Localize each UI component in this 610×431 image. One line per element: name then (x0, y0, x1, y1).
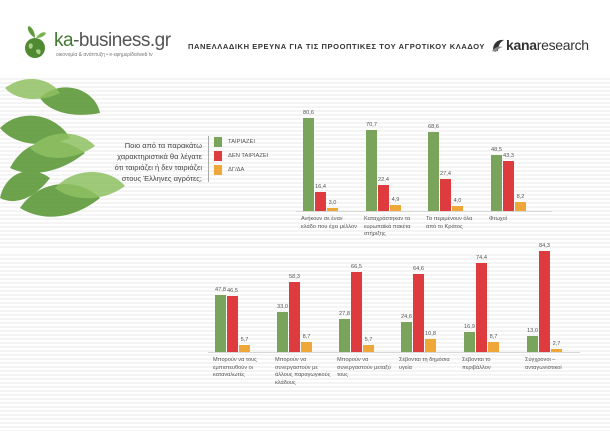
value-label-1-0: 70,7 (366, 121, 377, 128)
category-label-8: Σέβονται το περιβάλλον (462, 357, 491, 371)
header: ka-business.gr οικονομία & ανάπτυξη • e-… (0, 0, 610, 78)
value-label-9-1: 84,3 (539, 242, 550, 249)
question-text: Ποιο από τα παρακάτω χαρακτηριστικά θα λ… (114, 141, 202, 183)
value-label-3-2: 8,2 (516, 193, 525, 200)
value-label-8-0: 16,9 (464, 323, 475, 330)
value-label-6-0: 27,8 (339, 310, 350, 317)
value-label-4-2: 5,7 (240, 337, 249, 344)
legend-label-2: ΔΓ/ΔΑ (228, 167, 245, 173)
value-label-6-1: 66,5 (351, 264, 362, 271)
bar-7-1 (413, 274, 424, 352)
value-label-8-1: 74,4 (476, 254, 487, 261)
bar-0-0 (303, 118, 314, 211)
bar-3-2 (515, 201, 526, 211)
bar-9-0 (527, 336, 538, 352)
value-label-5-2: 8,7 (302, 333, 311, 340)
category-label-6: Μπορούν να συνεργαστούν μεταξύ τους (337, 357, 391, 378)
bar-2-2 (452, 206, 463, 211)
bar-6-0 (339, 318, 350, 352)
category-label-0: Ανήκουν σε έναν κλάδο που έχει μέλλον (301, 216, 357, 230)
value-label-9-2: 2,7 (552, 340, 561, 347)
category-label-7: Σέβονται τη δημόσια υγεία (399, 357, 450, 371)
value-label-3-0: 48,5 (491, 147, 502, 154)
value-label-8-2: 8,7 (489, 333, 498, 340)
bar-5-1 (289, 282, 300, 352)
bar-2-0 (428, 132, 439, 211)
value-label-1-1: 22,4 (378, 177, 389, 184)
legend-divider (208, 136, 209, 182)
brand-logo-text[interactable]: ka-business.gr (54, 30, 171, 52)
bar-3-0 (491, 155, 502, 211)
value-label-2-1: 27,4 (440, 171, 451, 178)
value-label-3-1: 43,3 (503, 153, 514, 160)
legend-swatch-0 (214, 137, 222, 147)
partner-bold: kana (506, 37, 537, 53)
value-label-7-1: 64,6 (413, 266, 424, 273)
bar-3-1 (503, 161, 514, 211)
bar-6-1 (351, 272, 362, 352)
value-label-0-2: 3,0 (328, 199, 337, 206)
category-label-1: Καταχράστηκαν τα ευρωπαϊκά πακέτα στήριξ… (364, 216, 411, 237)
category-label-4: Μπορούν να τους εμπιστευθούν οι καταναλω… (213, 357, 257, 378)
category-label-5: Μπορούν να συνεργαστούν με άλλους παραγω… (275, 357, 331, 386)
value-label-2-2: 4,0 (453, 198, 462, 205)
bar-6-2 (363, 345, 374, 352)
bar-9-2 (551, 348, 562, 352)
value-label-5-1: 58,3 (289, 274, 300, 281)
value-label-0-1: 16,4 (315, 184, 326, 191)
bar-9-1 (539, 250, 550, 352)
bar-0-1 (315, 192, 326, 211)
legend-swatch-2 (214, 165, 222, 175)
value-label-0-0: 80,6 (303, 110, 314, 117)
brand-suffix: -business.gr (73, 30, 171, 51)
value-label-7-0: 24,6 (401, 314, 412, 321)
bar-4-1 (227, 296, 238, 352)
chart-baseline-1 (208, 352, 580, 353)
partner-rest: research (536, 37, 589, 53)
value-label-6-2: 5,7 (364, 337, 373, 344)
leaf-globe-logo-icon (25, 26, 46, 58)
leaf-cluster-decoration (0, 78, 125, 217)
partner-logo[interactable]: kanaresearch (506, 37, 589, 53)
bar-8-0 (464, 331, 475, 352)
bar-1-0 (366, 129, 377, 211)
legend-label-1: ΔΕΝ ΤΑΙΡΙΑΖΕΙ (228, 153, 269, 159)
value-label-9-0: 13,0 (527, 328, 538, 335)
category-label-3: Φτωχοί (489, 216, 507, 222)
value-label-1-2: 4,9 (391, 197, 400, 204)
category-label-9: Σύγχρονοι – ανταγωνιστικοί (525, 357, 562, 371)
value-label-2-0: 68,6 (428, 124, 439, 131)
value-label-4-0: 47,8 (215, 286, 226, 293)
bar-1-2 (390, 205, 401, 211)
bar-7-2 (425, 339, 436, 352)
bar-1-1 (378, 185, 389, 211)
bar-0-2 (327, 207, 338, 211)
value-label-7-2: 10,8 (425, 331, 436, 338)
bar-4-0 (215, 294, 226, 352)
bar-7-0 (401, 322, 412, 352)
legend-label-0: ΤΑΙΡΙΑΖΕΙ (228, 139, 255, 145)
bar-4-2 (239, 345, 250, 352)
value-label-5-0: 33,0 (277, 304, 288, 311)
brand-tagline: οικονομία & ανάπτυξη • e-εφημερίδα/web t… (56, 52, 153, 58)
brand-prefix: ka (54, 30, 74, 51)
bar-8-1 (476, 262, 487, 352)
bar-5-2 (301, 341, 312, 352)
chart-baseline-0 (296, 211, 552, 212)
value-label-4-1: 46,5 (227, 288, 238, 295)
bar-8-2 (488, 341, 499, 352)
bar-2-1 (440, 179, 451, 211)
survey-title: ΠΑΝΕΛΛΑΔΙΚΗ ΕΡΕΥΝΑ ΓΙΑ ΤΙΣ ΠΡΟΟΠΤΙΚΕΣ ΤΟ… (188, 42, 486, 51)
category-label-2: Τα περιμένουν όλα από το Κράτος (426, 216, 473, 230)
legend-swatch-1 (214, 151, 222, 161)
kana-swoosh-icon (492, 39, 504, 52)
bar-5-0 (277, 312, 288, 352)
